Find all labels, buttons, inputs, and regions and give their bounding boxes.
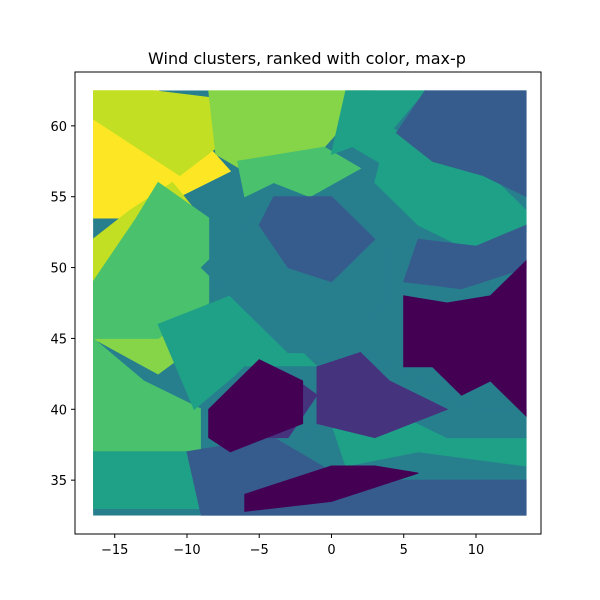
cluster-region	[93, 181, 210, 339]
x-tick-label: −10	[173, 543, 200, 558]
y-tick-label: 50	[50, 262, 67, 277]
cluster-region	[244, 465, 419, 512]
cluster-map	[93, 90, 527, 516]
y-tick-label: 60	[50, 120, 67, 135]
x-tick-label: −15	[101, 543, 128, 558]
cluster-region	[93, 451, 202, 509]
cluster-region	[403, 224, 527, 290]
y-axis: 35 40 45 50 55 60	[50, 120, 75, 489]
cluster-region	[208, 359, 304, 453]
chart-title: Wind clusters, ranked with color, max-p	[148, 49, 466, 68]
x-tick-label: 10	[468, 543, 485, 558]
cluster-region	[395, 90, 527, 198]
x-tick-label: −5	[250, 543, 269, 558]
x-tick-label: 5	[400, 543, 408, 558]
y-tick-label: 40	[50, 403, 67, 418]
y-tick-label: 35	[50, 474, 67, 489]
x-axis: −15 −10 −5 0 5 10	[101, 534, 484, 558]
cluster-region	[258, 196, 376, 283]
plot-frame	[74, 71, 542, 535]
x-tick-label: 0	[327, 543, 335, 558]
y-tick-label: 45	[50, 332, 67, 347]
cluster-region	[316, 352, 449, 439]
cluster-region	[403, 259, 527, 418]
y-tick-label: 55	[50, 191, 67, 206]
